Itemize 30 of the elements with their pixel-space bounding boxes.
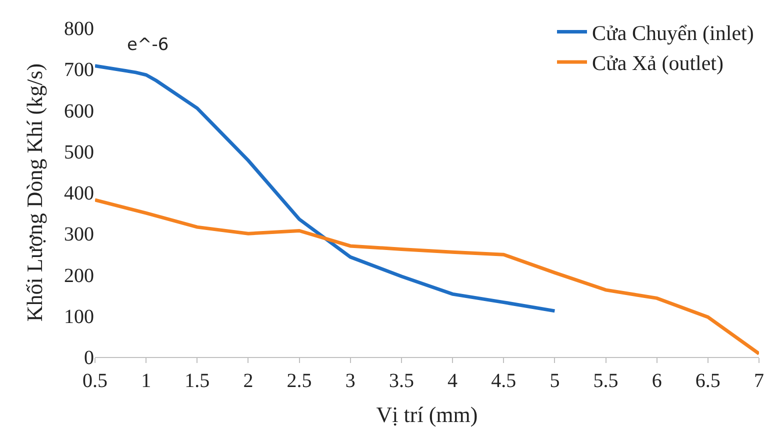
y-tick-label: 200 [64, 264, 94, 287]
y-tick-label: 700 [64, 59, 94, 82]
x-tick-label: 5.5 [593, 370, 618, 392]
y-tick-label: 600 [64, 100, 94, 122]
x-tick-label: 2.5 [286, 370, 312, 392]
y-tick-label: 400 [64, 182, 94, 204]
annotation: e^-6 [127, 35, 169, 55]
y-tick-label: 500 [64, 141, 94, 164]
x-tick-label: 6 [652, 370, 662, 392]
x-tick-label: 2 [243, 370, 254, 392]
x-tick-label: 3.5 [388, 370, 414, 392]
y-tick-label: 300 [64, 224, 94, 246]
x-tick-label: 7 [754, 370, 764, 392]
x-tick-label: 4.5 [491, 370, 516, 392]
x-tick-label: 4 [448, 370, 458, 392]
legend-label: Cửa Chuyển (inlet) [592, 20, 754, 45]
x-tick-label: 3 [345, 370, 356, 392]
y-tick-label: 100 [64, 306, 94, 328]
x-axis-title: Vị trí (mm) [376, 402, 478, 427]
y-tick-label: 0 [84, 347, 94, 369]
line-series [95, 198, 759, 356]
x-tick-label: 1 [141, 370, 152, 392]
y-axis-title: Khối Lượng Dòng Khí (kg/s) [22, 63, 47, 322]
y-tick-label: 800 [64, 18, 94, 40]
x-tick-label: 0.5 [82, 370, 108, 392]
x-tick-label: 1.5 [184, 370, 210, 392]
line-series [95, 64, 556, 313]
x-tick-label: 6.5 [695, 370, 720, 392]
legend-label: Cửa Xả (outlet) [592, 51, 724, 76]
x-tick-label: 5 [550, 370, 560, 392]
